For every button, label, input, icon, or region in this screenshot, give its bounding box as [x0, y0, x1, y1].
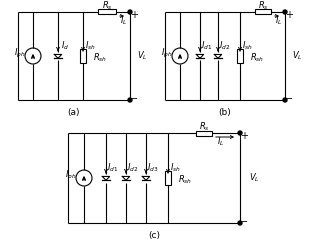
Circle shape: [238, 131, 242, 135]
Text: +: +: [285, 10, 293, 20]
Text: $V_L$: $V_L$: [249, 172, 259, 184]
Text: $-$: $-$: [129, 92, 139, 102]
Text: $R_{sh}$: $R_{sh}$: [93, 52, 107, 64]
Text: $I_{d1}$: $I_{d1}$: [107, 162, 119, 174]
Bar: [237, 49, 243, 63]
Text: +: +: [240, 131, 248, 141]
Circle shape: [283, 98, 287, 102]
Text: $V_L$: $V_L$: [292, 50, 302, 62]
Text: $I_{d2}$: $I_{d2}$: [127, 162, 139, 174]
Text: $I_d$: $I_d$: [61, 40, 69, 52]
Text: (b): (b): [219, 108, 232, 117]
Text: $R_{sh}$: $R_{sh}$: [178, 174, 192, 186]
Text: $R_s$: $R_s$: [102, 0, 112, 12]
Text: $I_L$: $I_L$: [217, 136, 225, 148]
Text: +: +: [130, 10, 138, 20]
Text: $-$: $-$: [285, 92, 294, 102]
Circle shape: [128, 10, 132, 14]
Text: $I_{ph}$: $I_{ph}$: [14, 47, 26, 60]
Text: $I_{d3}$: $I_{d3}$: [147, 162, 159, 174]
Text: $I_L$: $I_L$: [275, 15, 283, 27]
Text: $R_{sh}$: $R_{sh}$: [250, 52, 264, 64]
Bar: [80, 49, 86, 63]
Text: $-$: $-$: [239, 215, 249, 225]
Circle shape: [283, 10, 287, 14]
Circle shape: [238, 221, 242, 225]
Bar: [98, 10, 116, 14]
Text: $R_s$: $R_s$: [258, 0, 268, 12]
Text: $I_L$: $I_L$: [120, 15, 128, 27]
Bar: [255, 10, 271, 14]
Text: (a): (a): [68, 108, 80, 117]
Text: $I_{sh}$: $I_{sh}$: [241, 40, 252, 52]
Bar: [165, 171, 171, 185]
Text: $V_L$: $V_L$: [137, 50, 147, 62]
Text: (c): (c): [148, 231, 160, 240]
Text: $I_{ph}$: $I_{ph}$: [65, 169, 77, 182]
Bar: [196, 131, 212, 135]
Text: $I_{d1}$: $I_{d1}$: [201, 40, 213, 52]
Text: $I_{sh}$: $I_{sh}$: [85, 40, 95, 52]
Text: $I_{ph}$: $I_{ph}$: [161, 47, 173, 60]
Text: $R_s$: $R_s$: [199, 121, 209, 133]
Text: $I_{sh}$: $I_{sh}$: [170, 162, 180, 174]
Text: $I_{d2}$: $I_{d2}$: [219, 40, 231, 52]
Circle shape: [128, 98, 132, 102]
